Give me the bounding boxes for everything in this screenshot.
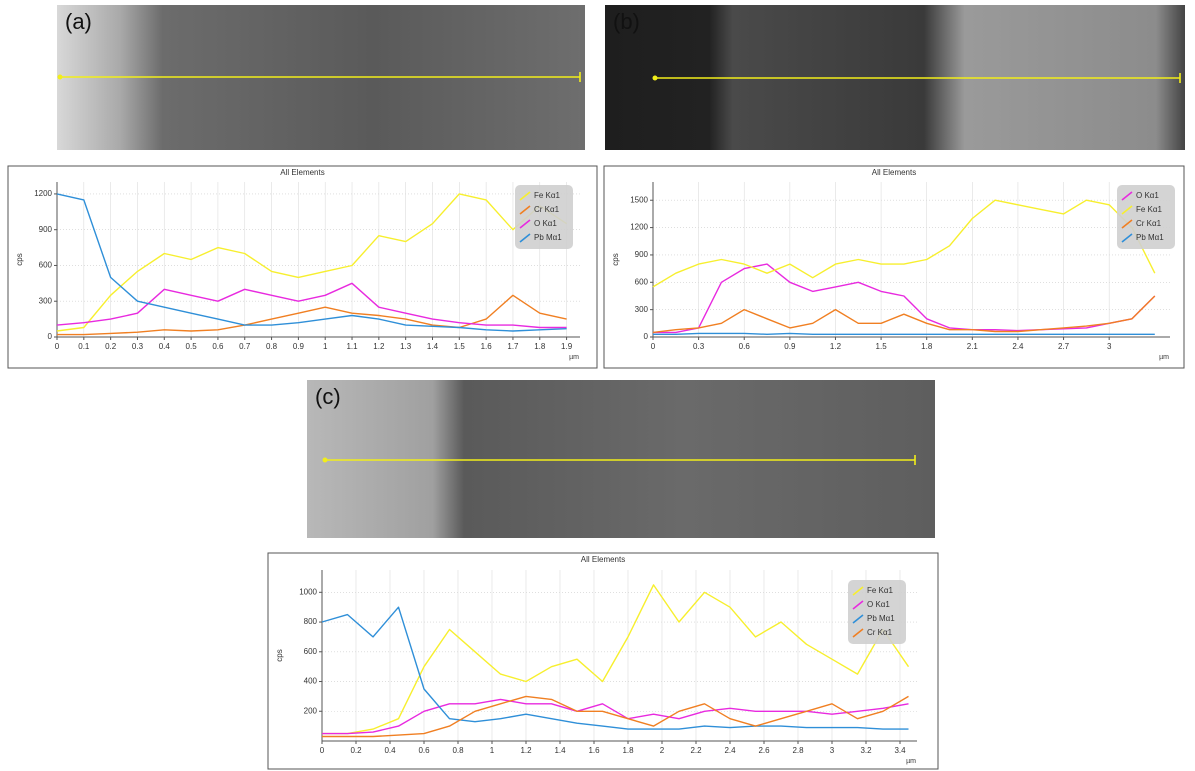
- x-tick-label: 0.8: [266, 342, 278, 351]
- legend-label: Pb Mα1: [867, 614, 895, 623]
- x-tick-label: 0.4: [159, 342, 171, 351]
- x-tick-label: 1.8: [622, 746, 634, 755]
- page: (a)All Elements0300600900120000.10.20.30…: [0, 0, 1195, 771]
- panel-label: (b): [613, 9, 640, 34]
- y-tick-label: 600: [304, 647, 318, 656]
- legend-label: Cr Kα1: [867, 628, 893, 637]
- legend-label: O Kα1: [534, 219, 557, 228]
- x-tick-label: 0.7: [239, 342, 251, 351]
- x-tick-label: 2.8: [792, 746, 804, 755]
- x-tick-label: 1.6: [588, 746, 600, 755]
- chart-title: All Elements: [872, 168, 916, 177]
- x-tick-label: 0.2: [105, 342, 117, 351]
- x-tick-label: 0.6: [418, 746, 430, 755]
- x-tick-label: 2.4: [724, 746, 736, 755]
- x-tick-label: 0: [320, 746, 325, 755]
- legend-label: Cr Kα1: [534, 205, 560, 214]
- x-tick-label: 0.8: [452, 746, 464, 755]
- x-tick-label: 3.2: [860, 746, 872, 755]
- figure: (a)All Elements0300600900120000.10.20.30…: [0, 0, 1195, 771]
- scan-start: [653, 76, 658, 81]
- x-tick-label: 2: [660, 746, 665, 755]
- y-tick-label: 200: [304, 706, 318, 715]
- y-tick-label: 900: [39, 225, 53, 234]
- x-tick-label: 0.3: [693, 342, 705, 351]
- x-tick-label: 1.8: [534, 342, 546, 351]
- y-tick-label: 1000: [299, 587, 317, 596]
- x-tick-label: 3.4: [894, 746, 906, 755]
- x-tick-label: 3: [830, 746, 835, 755]
- x-tick-label: 1.2: [830, 342, 842, 351]
- scan-start: [323, 458, 328, 463]
- x-tick-label: 0.9: [293, 342, 305, 351]
- legend-label: Fe Kα1: [534, 191, 561, 200]
- chart-frame: [8, 166, 597, 368]
- x-axis-label: µm: [1159, 354, 1169, 361]
- y-tick-label: 600: [635, 277, 649, 286]
- x-tick-label: 1.2: [373, 342, 385, 351]
- sem-image: [307, 380, 935, 538]
- x-axis-label: µm: [906, 758, 916, 765]
- legend-label: Pb Mα1: [534, 233, 562, 242]
- y-axis-label: cps: [275, 649, 284, 661]
- x-tick-label: 1.4: [427, 342, 439, 351]
- x-tick-label: 2.1: [967, 342, 979, 351]
- x-tick-label: 1.1: [346, 342, 358, 351]
- x-tick-label: 1.3: [400, 342, 412, 351]
- scan-start: [58, 75, 63, 80]
- y-axis-label: cps: [611, 253, 620, 265]
- y-tick-label: 0: [644, 332, 649, 341]
- x-tick-label: 0.4: [384, 746, 396, 755]
- x-tick-label: 0.9: [784, 342, 796, 351]
- chart-title: All Elements: [581, 555, 625, 564]
- legend-label: O Kα1: [867, 600, 890, 609]
- x-tick-label: 1.6: [481, 342, 493, 351]
- y-axis-label: cps: [15, 253, 24, 265]
- legend-label: O Kα1: [1136, 191, 1159, 200]
- y-tick-label: 1200: [630, 223, 648, 232]
- x-tick-label: 1.5: [454, 342, 466, 351]
- x-tick-label: 2.4: [1012, 342, 1024, 351]
- y-tick-label: 800: [304, 617, 318, 626]
- y-tick-label: 300: [39, 296, 53, 305]
- x-tick-label: 2.2: [690, 746, 702, 755]
- x-tick-label: 0.5: [186, 342, 198, 351]
- y-tick-label: 1200: [34, 189, 52, 198]
- legend-label: Fe Kα1: [1136, 205, 1163, 214]
- x-tick-label: 1.7: [507, 342, 519, 351]
- x-tick-label: 0: [55, 342, 60, 351]
- panel-label: (c): [315, 384, 341, 409]
- x-tick-label: 1.5: [876, 342, 888, 351]
- y-tick-label: 1500: [630, 195, 648, 204]
- legend-label: Fe Kα1: [867, 586, 894, 595]
- x-tick-label: 0.2: [350, 746, 362, 755]
- y-tick-label: 300: [635, 305, 649, 314]
- x-tick-label: 1.8: [921, 342, 933, 351]
- x-tick-label: 1.2: [520, 746, 532, 755]
- x-tick-label: 0.6: [212, 342, 224, 351]
- x-tick-label: 0.3: [132, 342, 144, 351]
- panel-label: (a): [65, 9, 92, 34]
- x-tick-label: 1: [490, 746, 495, 755]
- x-tick-label: 0: [651, 342, 656, 351]
- chart-title: All Elements: [280, 168, 324, 177]
- x-tick-label: 0.6: [739, 342, 751, 351]
- legend-label: Cr Kα1: [1136, 219, 1162, 228]
- x-tick-label: 2.7: [1058, 342, 1070, 351]
- y-tick-label: 0: [48, 332, 53, 341]
- x-tick-label: 2.6: [758, 746, 770, 755]
- legend-label: Pb Mα1: [1136, 233, 1164, 242]
- x-tick-label: 1.4: [554, 746, 566, 755]
- y-tick-label: 600: [39, 261, 53, 270]
- x-tick-label: 0.1: [78, 342, 90, 351]
- x-tick-label: 1: [323, 342, 328, 351]
- y-tick-label: 400: [304, 677, 318, 686]
- x-tick-label: 3: [1107, 342, 1112, 351]
- y-tick-label: 900: [635, 250, 649, 259]
- x-tick-label: 1.9: [561, 342, 573, 351]
- x-axis-label: µm: [569, 354, 579, 361]
